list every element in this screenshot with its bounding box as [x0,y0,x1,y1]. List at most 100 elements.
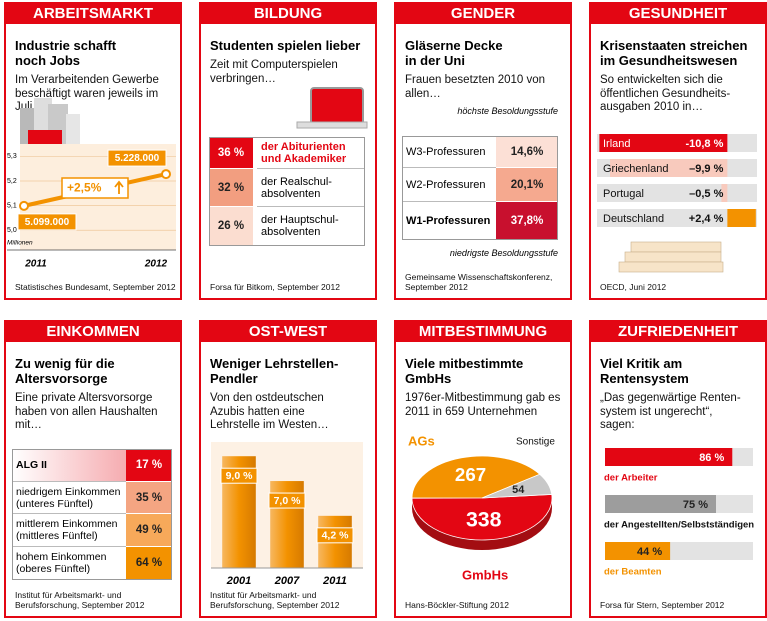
bar [605,448,733,466]
chart-area: 9,0 % 2001 7,0 % 2007 4,2 % 2011 [211,442,363,587]
value-label: 5.228.000 [115,153,160,164]
cell-bar: 64 % [126,547,172,580]
category-label: W2-Professuren [406,178,486,191]
label-box [268,492,306,509]
value-label: 36 % [217,146,245,159]
source: Institut für Arbeitsmarkt- und Berufsfor… [210,590,340,610]
panel-subtitle: „Das gegenwärtige Renten­system ist unge… [600,392,741,431]
chart-area: 86 % der Arbeiter 75 % der Angestellten/Sel… [604,448,754,578]
category-label: Irland [603,138,631,150]
category-label: mittlerem Einkommen (mittleres Fünftel) [16,518,118,542]
x-tick-label: 2011 [24,259,47,270]
x-tick-label: 2012 [144,259,168,270]
panel: ARBEITSMARKT Industrie schafft noch Jobs I… [4,2,182,300]
illustration [66,114,80,152]
bar [605,542,671,560]
panel-title: Gläserne Decke in der Uni [405,38,503,68]
category-label: Portugal [603,188,644,200]
source: Statistisches Bundesamt, September 2012 [15,282,176,292]
panel-title: Viele mitbestimmte GmbHs [405,356,524,386]
panel-title: Krisenstaaten streichen im Gesundheitswe… [600,38,748,68]
x-tick-label: 2007 [274,575,300,587]
panel-header: OST-WEST [201,322,375,342]
chart-area: 267 AGs 338 GmbHs 54 Sonstige [408,433,555,582]
y-tick-label: 5,0 [7,227,17,234]
y-axis-label: Millionen [7,240,33,247]
category-label: der Angestellten/Selbstständigen [604,520,754,531]
cell-bar: 32 % [209,169,253,207]
panel: GENDER Gläserne Decke in der Uni Frauen be… [394,2,572,300]
row-label: mittlerem Einkommen (mittleres Fünftel) [12,514,126,547]
table-frame [209,137,365,246]
value-label: +2,4 % [689,213,724,225]
y-tick-label: 5,2 [7,178,17,185]
value-label: 17 % [135,459,163,471]
illustration [310,87,364,125]
panel-subtitle: 1976er-Mitbestimmung gab es 2011 in 659 … [405,392,561,418]
bar-track [597,184,757,202]
category-label: der Arbeiter [604,473,658,484]
category-label: der Beamten [604,567,662,578]
panel-title: Industrie schafft noch Jobs [15,38,117,68]
cell-bar: 35 % [126,482,172,514]
panel-header: GESUNDHEIT [591,4,765,24]
chart-area [296,87,368,129]
panel: MITBESTIMMUNG Viele mitbestimmte GmbHs 197… [394,320,572,618]
cell-bar: 17 % [126,449,172,482]
row-label: ALG II [12,449,126,482]
value-label: –0,5 % [689,188,723,200]
bar [721,184,728,202]
value-label: 37,8% [510,214,544,227]
value-label: 64 % [135,557,163,569]
panel-header: ARBEITSMARKT [6,4,180,24]
table-frame [12,449,172,580]
label-box [17,213,77,231]
table-frame [402,136,558,240]
value-label: 54 [512,484,525,496]
row-label: der Realschul­absolventen [257,169,365,207]
value-label: 338 [466,508,502,532]
annotation: +2,5% [67,181,102,195]
category-label: GmbHs [462,567,508,582]
category-label: W1-Professuren [406,214,491,227]
point [19,200,29,211]
panel-header: BILDUNG [201,4,375,24]
panel-header: MITBESTIMMUNG [396,322,570,342]
illustration [618,261,724,273]
source: Forsa für Stern, September 2012 [600,600,725,610]
category-label: der Abiturienten und Akademiker [261,140,347,165]
bar [605,495,716,513]
source: OECD, Juni 2012 [600,282,667,292]
category-label: AGs [408,433,435,448]
panel: EINKOMMEN Zu wenig für die Altersvorsorge… [4,320,182,618]
category-label: Deutschland [603,213,664,225]
category-label: Sonstige [516,437,555,448]
annotation-arrow [114,180,124,194]
source: Gemeinsame Wissenschaftskonferenz, Septe… [405,272,553,292]
category-label: W3-Professuren [406,145,486,158]
category-label: hohem Einkommen (oberes Fünftel) [16,551,107,575]
slice [481,473,553,499]
cell-bar: 20,1% [496,168,558,202]
bar [727,209,756,227]
value-label: 86 % [699,452,724,464]
row-label: niedrigem Einkommen (unteres Fünftel) [12,482,126,514]
panel-header: GENDER [396,4,570,24]
panel: OST-WEST Weniger Lehrstellen-Pendler Von d… [199,320,377,618]
panel-subtitle: Von den ostdeutschen Azubis hatten eine … [210,392,329,431]
label-box [220,467,258,484]
source: Forsa für Bitkom, September 2012 [210,282,340,292]
illustration [296,121,368,129]
panel: ZUFRIEDENHEIT Viel Kritik am Rentensystem… [589,320,767,618]
panel-subtitle: Frauen besetzten 2010 von allen… [405,74,546,100]
cell-bar: 14,6% [496,136,558,168]
note: niedrigste Besoldungsstufe [449,248,558,258]
panel: BILDUNG Studenten spielen lieber Zeit mit … [199,2,377,300]
value-label: 32 % [217,181,245,194]
category-label: der Realschul­absolventen [261,175,332,200]
source: Institut für Arbeitsmarkt- und Berufsfor… [15,590,145,610]
panel-subtitle: So entwickelten sich die öffentlichen Ge… [600,74,731,113]
panel-title: Zu wenig für die Altersvorsorge [15,356,115,386]
panel-subtitle: Eine private Altersvorsorge haben von al… [15,392,158,431]
value-label: 44 % [637,546,662,558]
